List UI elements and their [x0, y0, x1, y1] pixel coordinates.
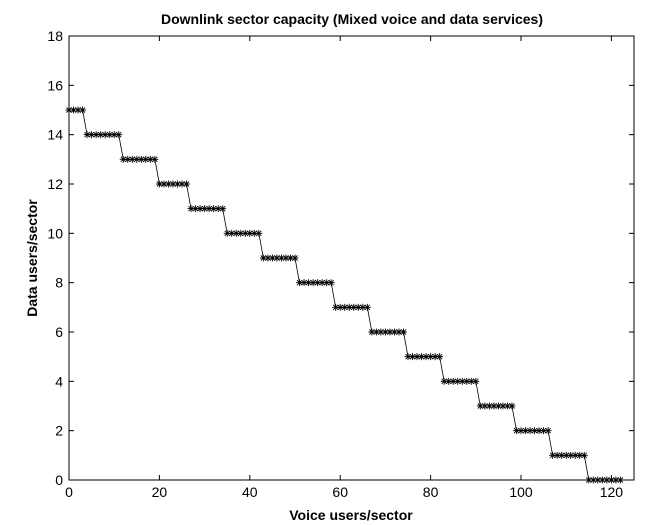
data-point-marker	[232, 229, 240, 237]
data-point-marker	[368, 328, 376, 336]
data-point-marker	[440, 377, 448, 385]
data-point-marker	[544, 427, 552, 435]
data-point-marker	[169, 180, 177, 188]
data-point-marker	[445, 377, 453, 385]
data-point-marker	[187, 205, 195, 213]
y-tick-label: 6	[55, 324, 63, 340]
y-tick-label: 4	[55, 373, 63, 389]
x-tick-label: 100	[509, 484, 533, 500]
x-axis-label: Voice users/sector	[289, 507, 413, 523]
data-point-marker	[522, 427, 530, 435]
data-point-marker	[463, 377, 471, 385]
data-point-marker	[92, 131, 100, 139]
y-tick-label: 18	[47, 28, 63, 44]
data-series	[65, 106, 624, 484]
x-tick-label: 120	[600, 484, 624, 500]
data-point-marker	[580, 451, 588, 459]
data-point-marker	[300, 279, 308, 287]
data-point-marker	[183, 180, 191, 188]
x-tick-label: 60	[332, 484, 348, 500]
data-point-marker	[499, 402, 507, 410]
data-point-marker	[223, 229, 231, 237]
data-point-marker	[363, 303, 371, 311]
data-point-marker	[88, 131, 96, 139]
data-point-marker	[549, 451, 557, 459]
data-point-marker	[508, 402, 516, 410]
data-point-marker	[436, 353, 444, 361]
data-point-marker	[616, 476, 624, 484]
y-tick-label: 14	[47, 127, 63, 143]
data-point-marker	[359, 303, 367, 311]
data-point-marker	[219, 205, 227, 213]
y-tick-label: 2	[55, 423, 63, 439]
data-point-marker	[594, 476, 602, 484]
data-point-marker	[255, 229, 263, 237]
data-point-marker	[79, 106, 87, 114]
x-tick-label: 40	[242, 484, 258, 500]
data-point-marker	[327, 279, 335, 287]
data-point-marker	[341, 303, 349, 311]
data-point-marker	[399, 328, 407, 336]
y-tick-label: 12	[47, 176, 63, 192]
x-axis-ticks: 0 20 40 60 80 100 120	[65, 36, 623, 500]
data-point-marker	[576, 451, 584, 459]
data-point-marker	[598, 476, 606, 484]
y-tick-label: 8	[55, 275, 63, 291]
plot-area	[68, 35, 635, 481]
y-tick-label: 16	[47, 77, 63, 93]
data-point-marker	[409, 353, 417, 361]
data-point-marker	[228, 229, 236, 237]
data-point-marker	[151, 155, 159, 163]
y-axis-ticks: 0 2 4 6 8 10 12 14 16 18	[47, 28, 634, 488]
data-point-marker	[264, 254, 272, 262]
data-point-marker	[246, 229, 254, 237]
data-point-marker	[472, 377, 480, 385]
data-point-marker	[314, 279, 322, 287]
x-tick-label: 20	[152, 484, 168, 500]
data-point-marker	[282, 254, 290, 262]
data-point-marker	[485, 402, 493, 410]
data-point-marker	[607, 476, 615, 484]
data-point-marker	[318, 279, 326, 287]
x-tick-label: 80	[423, 484, 439, 500]
plot-frame	[68, 35, 635, 481]
chart-title: Downlink sector capacity (Mixed voice an…	[161, 11, 543, 27]
data-point-marker	[291, 254, 299, 262]
data-point-marker	[494, 402, 502, 410]
y-axis-label: Data users/sector	[24, 199, 40, 317]
data-point-marker	[431, 353, 439, 361]
data-point-marker	[481, 402, 489, 410]
y-tick-label: 10	[47, 225, 63, 241]
data-point-marker	[603, 476, 611, 484]
y-tick-label: 0	[55, 472, 63, 488]
x-tick-label: 0	[65, 484, 73, 500]
data-point-marker	[115, 131, 123, 139]
